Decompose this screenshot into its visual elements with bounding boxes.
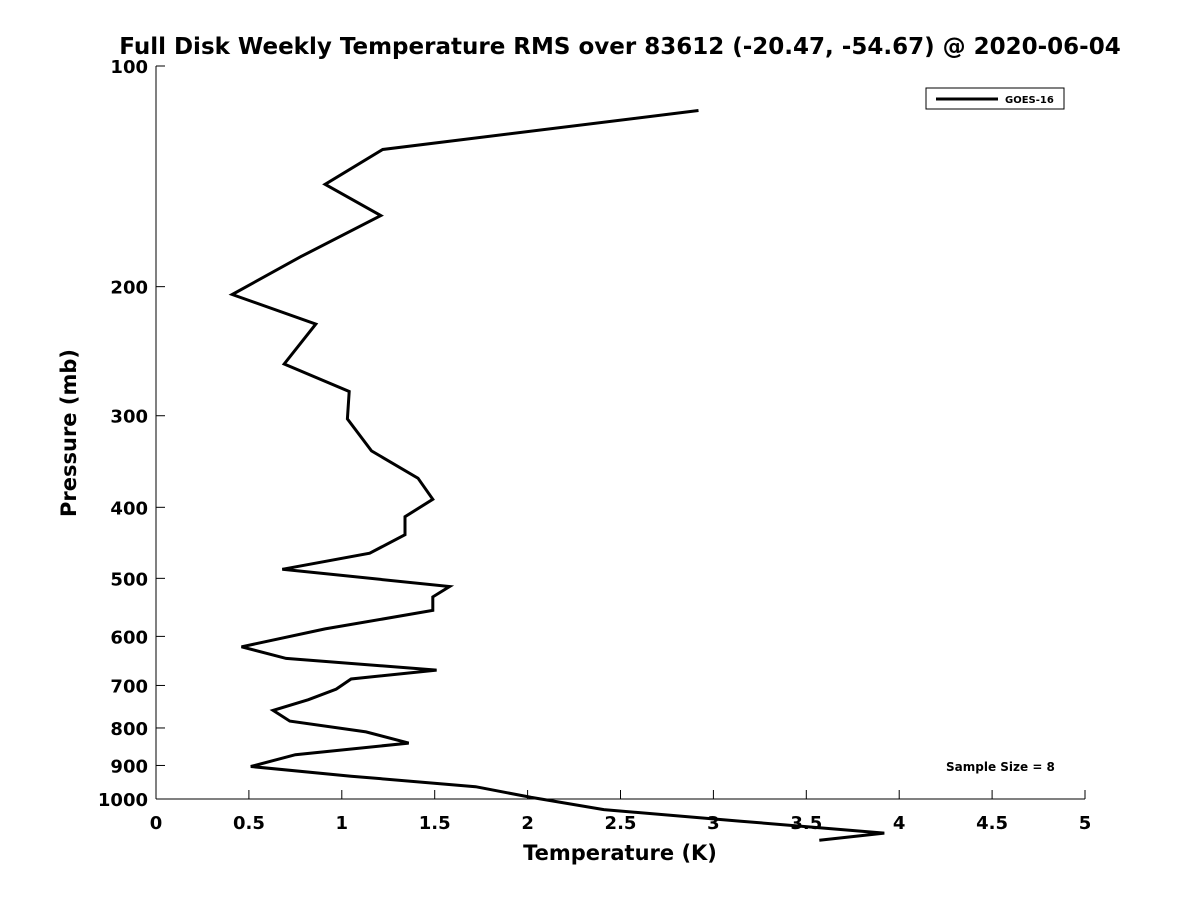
series-group [228,109,885,842]
y-tick-label: 900 [110,756,148,777]
x-tick-label: 3.5 [790,813,822,834]
x-tick-label: 3 [707,813,720,834]
x-tick-label: 0 [150,813,163,834]
y-axis-label: Pressure (mb) [57,349,81,517]
y-tick-label: 200 [110,278,148,299]
y-tick-label: 700 [110,676,148,697]
chart-title: Full Disk Weekly Temperature RMS over 83… [119,34,1121,60]
x-axis-label: Temperature (K) [523,841,717,865]
series-line-goes-16 [228,109,885,842]
x-tick-label: 5 [1079,813,1092,834]
x-tick-label: 0.5 [233,813,265,834]
y-tick-label: 1000 [98,790,148,811]
legend-entry-goes-16: GOES-16 [1005,95,1054,106]
x-tick-label: 1.5 [419,813,451,834]
y-tick-label: 300 [110,407,148,428]
x-tick-label: 1 [336,813,349,834]
y-tick-label: 600 [110,627,148,648]
sample-size-annotation: Sample Size = 8 [946,760,1055,774]
y-axis-ticks: 100 200 300 400 500 600 700 800 900 1000 [98,57,165,811]
x-tick-label: 4.5 [976,813,1008,834]
legend: GOES-16 [925,87,1065,110]
plot-area [156,66,1085,799]
x-tick-label: 2.5 [605,813,637,834]
y-tick-label: 500 [110,569,148,590]
x-tick-label: 4 [893,813,906,834]
y-tick-label: 400 [110,498,148,519]
y-tick-label: 100 [110,57,148,78]
y-tick-label: 800 [110,719,148,740]
x-tick-label: 2 [521,813,534,834]
